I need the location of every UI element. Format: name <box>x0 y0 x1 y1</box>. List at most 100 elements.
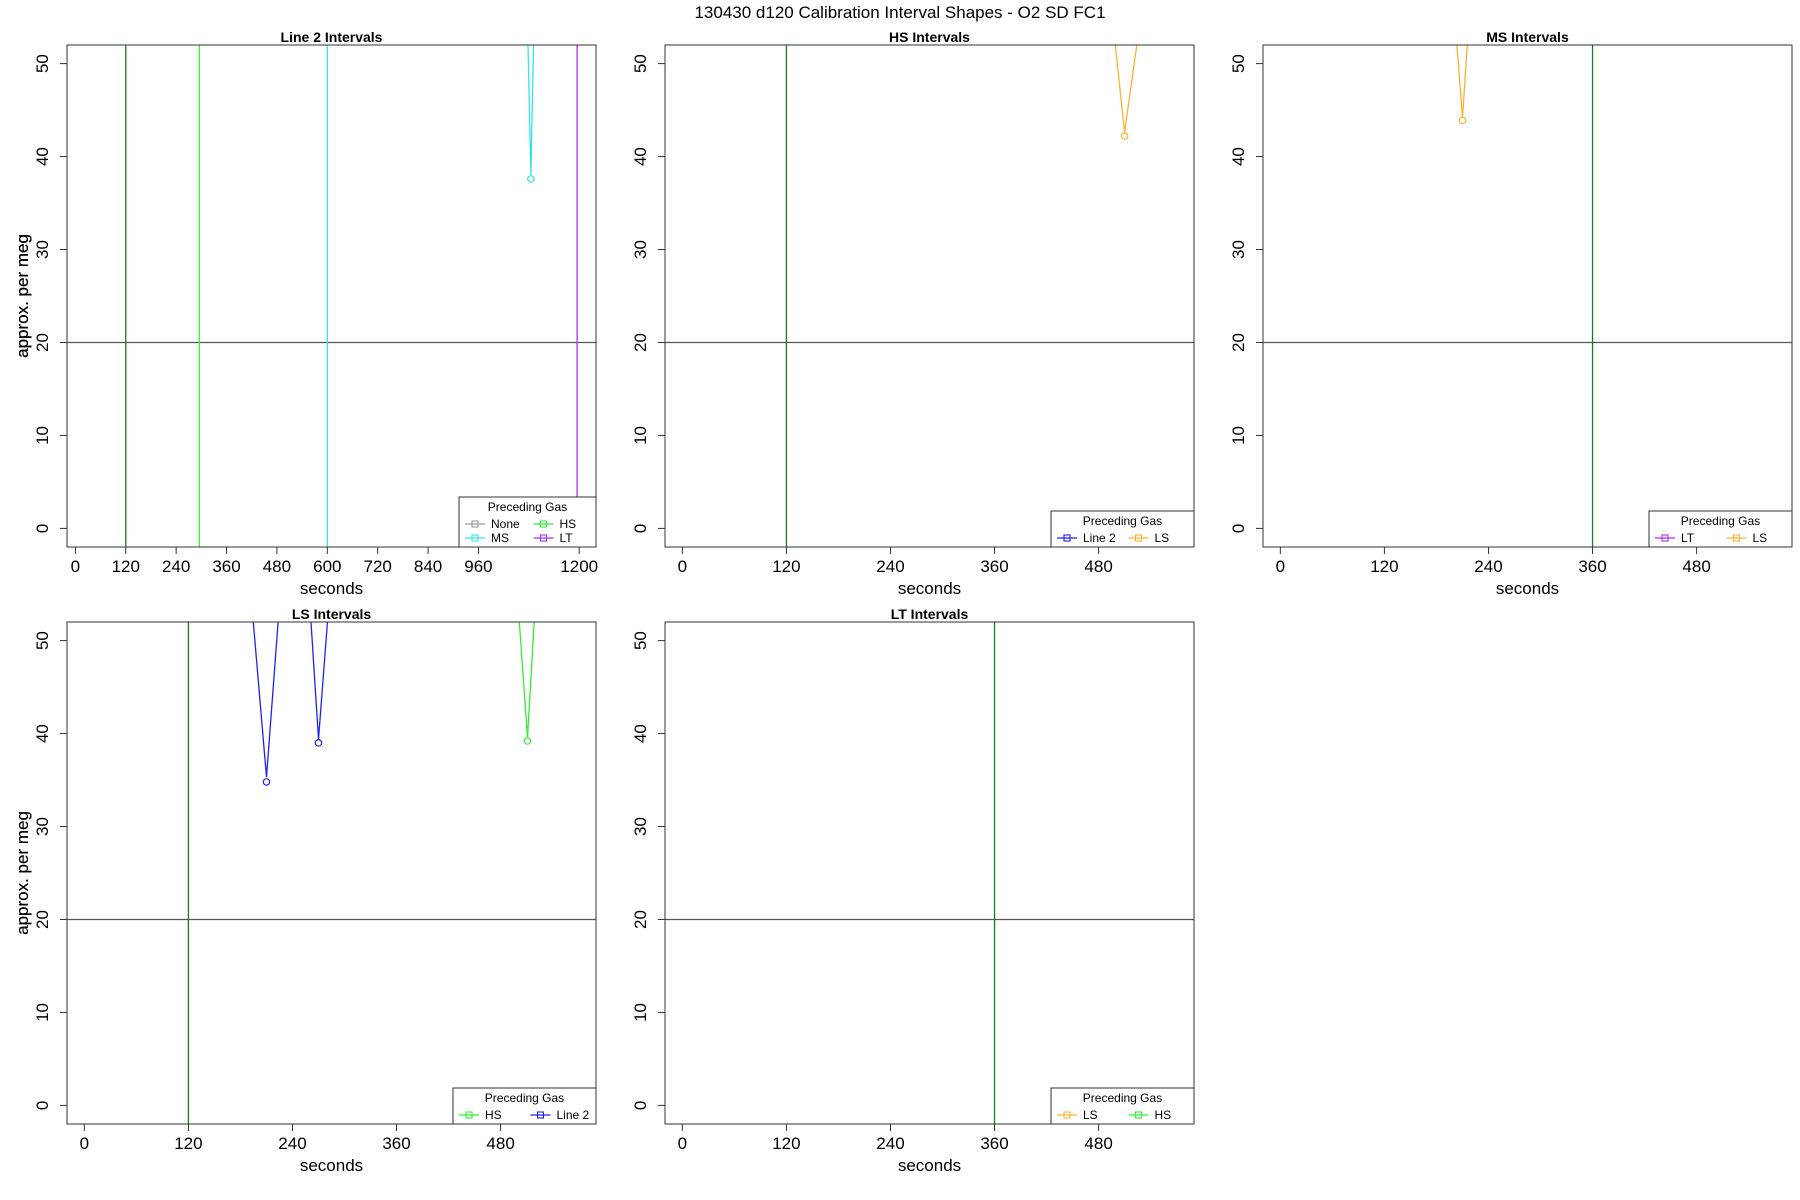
y-tick-label: 30 <box>33 817 52 836</box>
x-tick-label: 120 <box>772 1134 800 1153</box>
legend-box <box>1050 1087 1195 1125</box>
y-axis-label: approx. per meg <box>13 234 32 358</box>
plot-frame <box>66 621 597 1125</box>
y-tick-label: 40 <box>1229 147 1248 166</box>
series-point <box>314 739 323 747</box>
legend-box <box>1050 510 1195 548</box>
legend-swatch-marker <box>471 520 479 528</box>
series-point <box>1458 116 1467 125</box>
x-tick-label: 120 <box>174 1134 202 1153</box>
x-tick-label: 720 <box>363 557 391 576</box>
plot-area <box>67 45 596 547</box>
legend: Preceding Gas HS Line 2 <box>452 1087 597 1125</box>
legend-swatch-marker <box>1732 534 1741 542</box>
x-tick-label: 120 <box>112 557 140 576</box>
y-tick-label: 10 <box>631 426 650 445</box>
x-tick-label: 480 <box>486 1134 514 1153</box>
legend-label: HS <box>560 517 577 531</box>
y-tick-label: 50 <box>33 54 52 73</box>
plot-frame <box>1262 44 1793 548</box>
y-tick-label: 10 <box>631 1003 650 1022</box>
x-tick-label: 0 <box>678 557 687 576</box>
legend-label: LS <box>1753 531 1768 545</box>
legend-swatch-marker <box>471 534 479 542</box>
panel-title: LT Intervals <box>891 606 969 622</box>
series-line <box>252 622 279 778</box>
y-tick-label: 50 <box>33 631 52 650</box>
legend-title: Preceding Gas <box>485 1091 564 1105</box>
figure-title: 130430 d120 Calibration Interval Shapes … <box>694 3 1105 22</box>
series-point <box>523 737 532 745</box>
legend-title: Preceding Gas <box>1083 514 1162 528</box>
x-axis-label: seconds <box>300 1156 363 1175</box>
x-tick-label: 0 <box>1276 557 1285 576</box>
series-line <box>1456 45 1468 118</box>
y-tick-label: 20 <box>33 910 52 929</box>
legend-box <box>1648 510 1793 548</box>
legend-swatch-marker <box>465 1111 473 1119</box>
legend-title: Preceding Gas <box>1083 1091 1162 1105</box>
x-tick-label: 240 <box>1474 557 1502 576</box>
y-tick-label: 50 <box>631 54 650 73</box>
x-tick-label: 480 <box>263 557 291 576</box>
x-tick-label: 960 <box>464 557 492 576</box>
chart-panel: LS Intervals 0 120 240 360 480 0 10 20 30 40 50 seco… <box>13 606 597 1175</box>
x-tick-label: 840 <box>414 557 442 576</box>
plot-area <box>665 45 1194 547</box>
y-tick-label: 20 <box>631 910 650 929</box>
legend-label: HS <box>1155 1108 1172 1122</box>
y-axis-label: approx. per meg <box>13 811 32 935</box>
y-tick-label: 0 <box>33 1101 52 1110</box>
x-tick-label: 360 <box>212 557 240 576</box>
legend-label: HS <box>485 1108 502 1122</box>
x-tick-label: 120 <box>772 557 800 576</box>
x-tick-label: 240 <box>876 1134 904 1153</box>
legend-label: Line 2 <box>1083 531 1116 545</box>
chart-panel: LT Intervals 0 120 240 360 480 0 10 20 30 40 50 seco… <box>13 606 1195 1175</box>
legend-label: LT <box>560 531 574 545</box>
legend-label: LS <box>1155 531 1170 545</box>
y-axis-label: approx. per meg <box>13 234 32 358</box>
y-tick-label: 40 <box>33 724 52 743</box>
y-tick-label: 30 <box>631 240 650 259</box>
panel-title: Line 2 Intervals <box>281 29 383 45</box>
series-line <box>310 622 329 740</box>
legend-swatch-marker <box>1661 534 1669 542</box>
legend-swatch-marker <box>539 520 548 528</box>
y-tick-label: 40 <box>33 147 52 166</box>
panel-title: LS Intervals <box>292 606 372 622</box>
plot-area <box>67 622 596 1124</box>
y-tick-label: 20 <box>631 333 650 352</box>
chart-panel: HS Intervals 0 120 240 360 480 0 10 20 30 40 50 seco… <box>13 29 1195 598</box>
plot-area <box>665 622 1194 1124</box>
plot-frame <box>66 44 597 548</box>
legend-label: LS <box>1083 1108 1098 1122</box>
legend: Preceding Gas None HS MS LT <box>458 496 597 548</box>
plot-frame <box>664 621 1195 1125</box>
x-tick-label: 600 <box>313 557 341 576</box>
y-tick-label: 30 <box>631 817 650 836</box>
y-tick-label: 40 <box>631 724 650 743</box>
y-tick-label: 0 <box>631 524 650 533</box>
x-axis-label: seconds <box>300 579 363 598</box>
x-axis-label: seconds <box>898 1156 961 1175</box>
x-tick-label: 480 <box>1084 1134 1112 1153</box>
legend-title: Preceding Gas <box>1681 514 1760 528</box>
legend-swatch-marker <box>1134 1111 1143 1119</box>
legend-title: Preceding Gas <box>488 500 567 514</box>
legend-swatch-marker <box>1063 534 1071 542</box>
series-point <box>262 778 271 786</box>
y-tick-label: 50 <box>1229 54 1248 73</box>
series-line <box>518 622 535 738</box>
series-line <box>527 45 535 176</box>
series-point <box>1120 132 1129 140</box>
y-tick-label: 30 <box>1229 240 1248 259</box>
legend-label: MS <box>491 531 509 545</box>
legend-box <box>458 496 597 548</box>
chart-panel: Line 2 Intervals 0 120 240 360 480 600 720 840 96… <box>13 29 598 598</box>
y-tick-label: 20 <box>33 333 52 352</box>
y-tick-label: 40 <box>631 147 650 166</box>
series-point <box>527 175 535 183</box>
x-tick-label: 480 <box>1682 557 1710 576</box>
